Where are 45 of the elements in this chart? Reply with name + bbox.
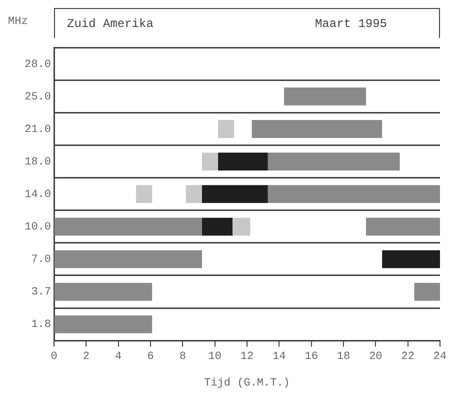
chart-title: Zuid Amerika <box>67 16 154 30</box>
bar <box>268 152 400 170</box>
bar <box>136 185 152 204</box>
bar <box>54 250 202 268</box>
bar <box>202 218 233 236</box>
bar <box>366 218 440 236</box>
x-tick-label: 20 <box>369 351 382 364</box>
bar <box>232 218 250 236</box>
bar <box>252 120 382 138</box>
bar <box>54 282 152 301</box>
x-tick-label: 24 <box>433 351 447 364</box>
bar <box>202 185 268 204</box>
x-tick-label: 4 <box>115 351 122 364</box>
bar <box>382 250 440 268</box>
bar <box>284 87 366 106</box>
x-tick-label: 12 <box>240 351 254 364</box>
x-tick-label: 10 <box>208 351 222 364</box>
x-tick-label: 22 <box>401 351 414 364</box>
bar <box>54 218 202 236</box>
x-tick-label: 14 <box>272 351 286 364</box>
x-tick-label: 6 <box>147 351 154 364</box>
y-tick-label: 1.8 <box>31 319 51 332</box>
bar <box>54 315 152 334</box>
y-tick-label: 18.0 <box>24 156 51 168</box>
x-tick-label: 2 <box>82 351 90 364</box>
bar <box>268 185 440 204</box>
y-axis-title: MHz <box>8 15 29 30</box>
x-tick-label: 8 <box>179 351 186 364</box>
y-tick-label: 21.0 <box>24 124 51 136</box>
x-tick-label: 18 <box>336 351 350 364</box>
bar <box>186 185 202 204</box>
x-tick-label: 16 <box>304 351 318 364</box>
x-axis-title: Tijd (G.M.T.) <box>204 377 290 390</box>
y-tick-label: 7.0 <box>31 254 51 266</box>
bar <box>414 282 440 301</box>
bar <box>218 152 268 170</box>
y-tick-label: 14.0 <box>24 189 51 202</box>
bar <box>202 152 218 170</box>
y-tick-label: 10.0 <box>24 222 51 234</box>
y-tick-label: 3.7 <box>31 286 51 299</box>
chart-subtitle: Maart 1995 <box>314 16 387 30</box>
bar <box>218 120 234 138</box>
y-tick-label: 28.0 <box>24 58 51 71</box>
y-tick-label: 25.0 <box>24 91 51 104</box>
x-tick-label: 0 <box>50 351 58 364</box>
